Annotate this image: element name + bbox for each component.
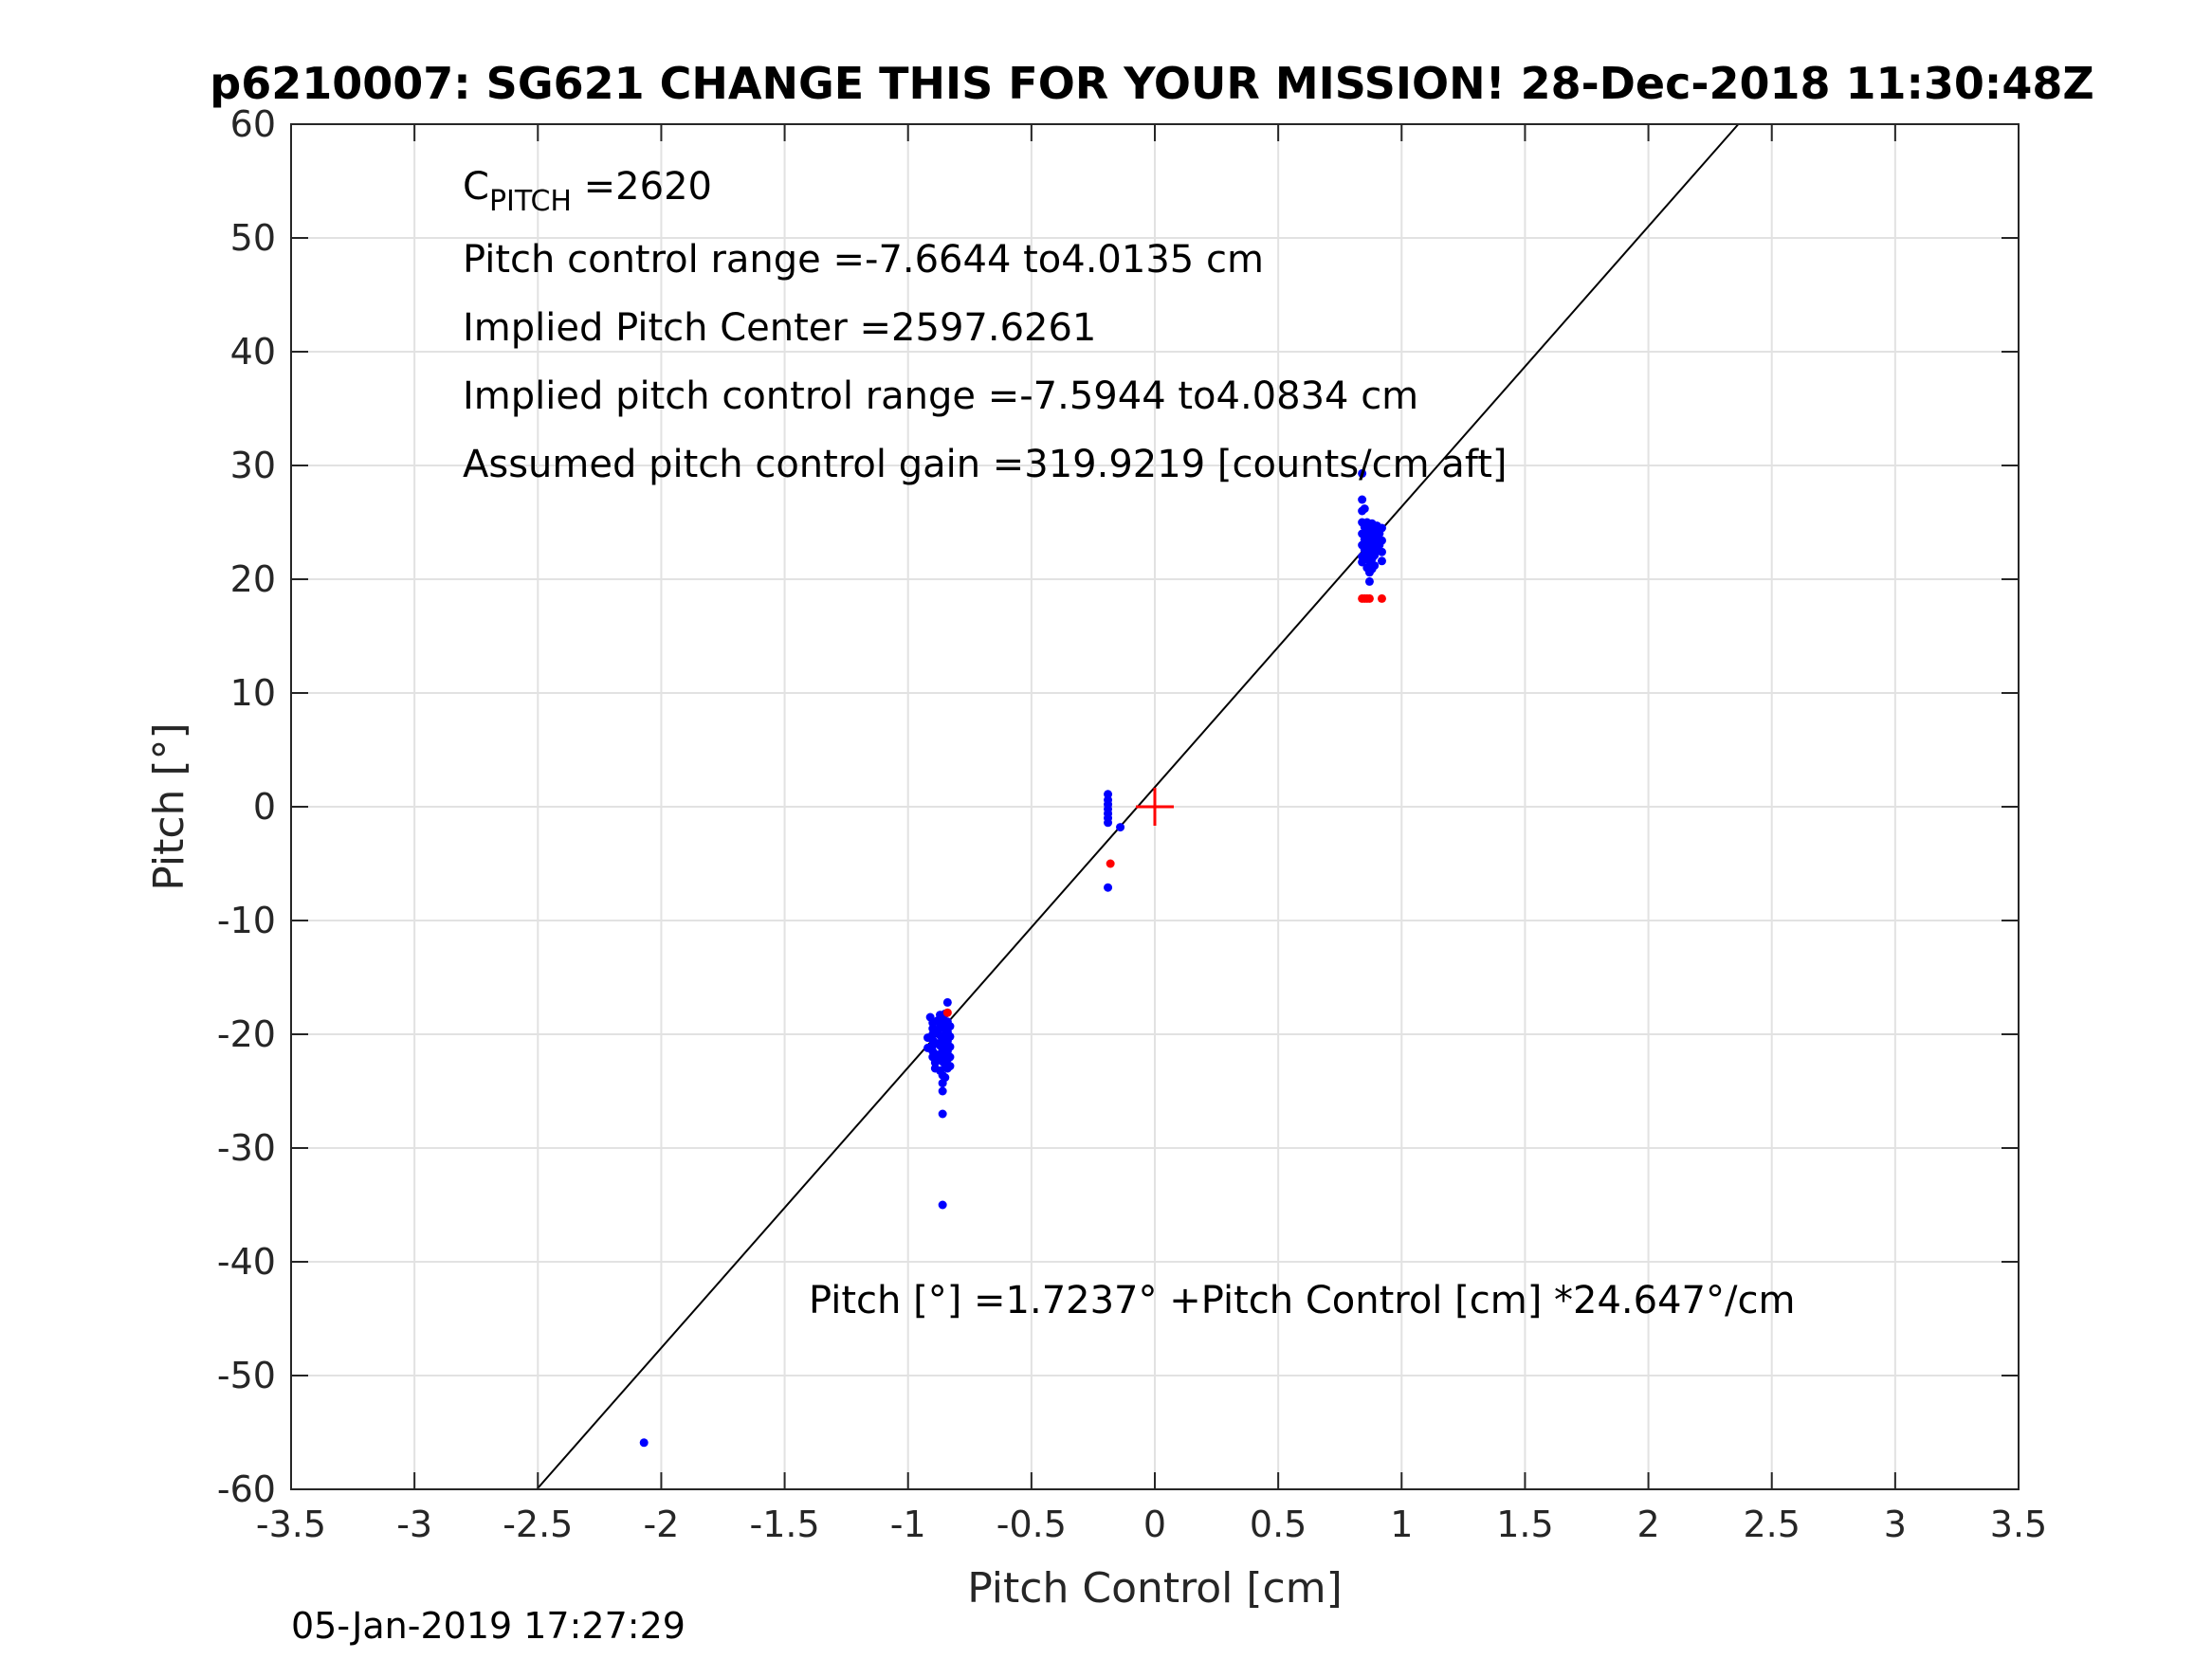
- x-tick-label: 1.5: [1496, 1504, 1553, 1545]
- data-point: [945, 1042, 955, 1051]
- x-tick-label: 1: [1390, 1504, 1413, 1545]
- y-tick-label: -10: [217, 900, 276, 941]
- x-tick-label: 0: [1143, 1504, 1166, 1545]
- data-point: [1360, 504, 1369, 514]
- y-tick-label: -60: [217, 1468, 276, 1510]
- generated-timestamp: 05-Jan-2019 17:27:29: [291, 1605, 686, 1647]
- data-point: [945, 1031, 955, 1041]
- data-point: [1377, 556, 1386, 566]
- implied-pitch-center-annotation: Implied Pitch Center =2597.6261: [463, 306, 1096, 350]
- data-point: [1104, 818, 1113, 828]
- c-pitch-value: =2620: [572, 165, 712, 209]
- data-point: [1377, 536, 1386, 545]
- x-tick-label: 3.5: [1990, 1504, 2047, 1545]
- data-point: [941, 1073, 950, 1083]
- y-tick-label: 50: [230, 217, 276, 259]
- data-point: [945, 1022, 955, 1031]
- data-point: [1377, 593, 1386, 603]
- y-tick-label: -20: [217, 1013, 276, 1055]
- x-tick-label: 2.5: [1743, 1504, 1800, 1545]
- x-tick-label: 0.5: [1250, 1504, 1307, 1545]
- fit-equation-annotation: Pitch [°] =1.7237° +Pitch Control [cm] *…: [809, 1279, 1795, 1322]
- center-marker-group: [1136, 788, 1174, 826]
- data-point: [942, 997, 952, 1007]
- y-tick-label: 20: [230, 558, 276, 600]
- x-tick-labels: -3.5 -3 -2.5 -2 -1.5 -1 -0.5 0 0.5 1 1.5 2 2.5 3 3.5: [256, 1504, 2047, 1545]
- implied-pitch-control-range-annotation: Implied pitch control range =-7.5944 to4…: [463, 374, 1418, 418]
- y-tick-label: 10: [230, 672, 276, 714]
- data-point: [1104, 883, 1113, 892]
- y-tick-label: -30: [217, 1127, 276, 1169]
- x-tick-label: -0.5: [996, 1504, 1067, 1545]
- y-tick-label: 60: [230, 103, 276, 145]
- data-point: [923, 1043, 933, 1052]
- y-tick-labels: -60 -50 -40 -30 -20 -10 0 10 20 30 40 50 60: [217, 103, 276, 1510]
- data-point: [1358, 468, 1367, 478]
- data-point: [938, 1086, 947, 1096]
- data-point: [1377, 547, 1386, 556]
- x-tick-label: -2.5: [503, 1504, 573, 1545]
- assumed-gain-annotation: Assumed pitch control gain =319.9219 [co…: [463, 443, 1507, 486]
- c-pitch-subscript: PITCH: [489, 185, 572, 218]
- data-point: [639, 1438, 649, 1448]
- y-tick-label: 30: [230, 445, 276, 486]
- data-point: [1116, 823, 1125, 832]
- data-point: [945, 1052, 955, 1062]
- x-axis-label: Pitch Control [cm]: [967, 1564, 1343, 1613]
- x-tick-label: -1: [890, 1504, 926, 1545]
- x-tick-label: 2: [1636, 1504, 1659, 1545]
- y-tick-label: -40: [217, 1241, 276, 1283]
- tick-marks: [290, 123, 2020, 1490]
- x-tick-label: -3: [396, 1504, 432, 1545]
- x-tick-label: -2: [643, 1504, 679, 1545]
- data-point: [938, 1200, 947, 1210]
- x-tick-label: 3: [1884, 1504, 1907, 1545]
- data-point: [1377, 523, 1386, 533]
- data-point: [942, 1008, 952, 1017]
- chart-title: p6210007: SG621 CHANGE THIS FOR YOUR MIS…: [210, 58, 2093, 109]
- data-point: [923, 1033, 933, 1043]
- data-point: [945, 1062, 955, 1071]
- data-point: [1364, 576, 1374, 586]
- x-tick-label: -3.5: [256, 1504, 326, 1545]
- data-point: [1370, 561, 1380, 571]
- x-tick-label: -1.5: [749, 1504, 819, 1545]
- y-axis-label: Pitch [°]: [145, 722, 193, 890]
- pitch-control-range-annotation: Pitch control range =-7.6644 to4.0135 cm: [463, 238, 1264, 282]
- y-tick-label: -50: [217, 1355, 276, 1396]
- data-point: [1364, 593, 1374, 603]
- c-pitch-annotation: CPITCH =2620: [463, 165, 712, 218]
- data-point: [938, 1109, 947, 1119]
- y-tick-label: 40: [230, 331, 276, 373]
- y-tick-label: 0: [253, 786, 276, 828]
- data-point: [1358, 495, 1367, 504]
- data-point: [1106, 859, 1115, 868]
- c-pitch-main: C: [463, 165, 489, 209]
- data-points: [639, 468, 1386, 1448]
